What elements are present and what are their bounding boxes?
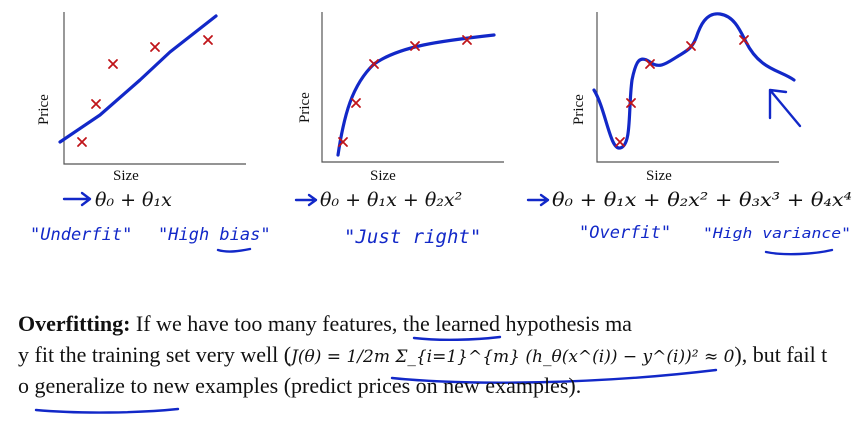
plot-overfit: Price Size: [571, 12, 802, 184]
plot1-ylabel: Price: [36, 94, 52, 125]
plot-just-right: Price Size: [297, 12, 504, 184]
plot3-fit-curve: [592, 12, 796, 150]
paragraph-line-1: Overfitting: If we have too many feature…: [18, 308, 848, 339]
plot2-data-point: [462, 35, 472, 45]
plot1-data-points: [77, 35, 213, 147]
plot2-fit-curve: [336, 33, 496, 157]
formula-quadratic: θ₀ + θ₁x + θ₂x²: [320, 189, 462, 211]
plot3-data-point: [645, 59, 655, 69]
paragraph-text: ), but fail t: [734, 342, 828, 367]
overfitting-definition: Overfitting: If we have too many feature…: [18, 308, 848, 401]
plot2-data-point: [351, 98, 361, 108]
paragraph-ink: [34, 335, 718, 414]
plot1-data-point: [77, 137, 87, 147]
plot2-ylabel: Price: [297, 92, 313, 123]
plot2-data-point: [410, 41, 420, 51]
paragraph-text: o generalize to new examples (predict pr…: [18, 373, 582, 398]
plot3-axes: [596, 12, 779, 163]
plot1-axes: [63, 12, 246, 165]
plot1-data-point: [108, 59, 118, 69]
formula-linear: θ₀ + θ₁x: [95, 189, 172, 211]
underline-variance: [764, 248, 834, 256]
underline-bias: [216, 247, 252, 253]
arrow-icon: [294, 193, 318, 207]
plot1-data-point: [91, 99, 101, 109]
plot3-data-point: [615, 137, 625, 147]
plot3-hand-arrow: [768, 88, 802, 128]
paragraph-text: If we have too many features, the learne…: [135, 311, 632, 336]
label-underfit: "Underfit": [30, 225, 132, 245]
plot3-data-point: [739, 35, 749, 45]
underline-generalize: [34, 407, 180, 414]
plot3-ylabel: Price: [571, 94, 587, 125]
plot1-data-point: [203, 35, 213, 45]
term-overfitting: Overfitting:: [18, 311, 131, 336]
label-high-bias: "High bias": [158, 225, 271, 245]
paragraph-line-3: o generalize to new examples (predict pr…: [18, 370, 848, 401]
plot2-data-point: [369, 59, 379, 69]
plot3-data-point: [686, 41, 696, 51]
plot3-xlabel: Size: [646, 168, 672, 184]
plot2-axes: [321, 12, 504, 163]
plot2-data-point: [338, 137, 348, 147]
cost-function-formula: J(θ) = 1/2m Σ_{i=1}^{m} (h_θ(x^(i)) − y^…: [291, 347, 735, 367]
formula-quartic: θ₀ + θ₁x + θ₂x² + θ₃x³ + θ₄x⁴: [552, 189, 852, 211]
plot-underfit: Price Size: [36, 12, 246, 184]
paragraph-line-2: y fit the training set very well (J(θ) =…: [18, 339, 848, 370]
underline-features: [412, 335, 502, 342]
handwritten-labels: "Underfit" "High bias" "Just right" "Ove…: [30, 223, 851, 256]
label-overfit: "Overfit": [579, 223, 671, 243]
plot1-data-point: [150, 42, 160, 52]
plot1-xlabel: Size: [113, 168, 139, 184]
plot2-data-points: [338, 35, 472, 147]
arrow-icon: [526, 193, 550, 207]
label-just-right: "Just right": [344, 226, 481, 248]
plot3-data-point: [626, 98, 636, 108]
plot1-fit-line: [58, 14, 218, 144]
plot2-xlabel: Size: [370, 168, 396, 184]
underline-training-fit: [390, 368, 718, 384]
paragraph-text: y fit the training set very well (: [18, 342, 292, 367]
arrow-icon: [62, 191, 92, 207]
plot3-data-points: [615, 35, 749, 147]
label-high-variance: "High variance": [703, 226, 851, 242]
formula-row: θ₀ + θ₁x θ₀ + θ₁x + θ₂x² θ₀ + θ₁x + θ₂x²…: [62, 189, 852, 211]
